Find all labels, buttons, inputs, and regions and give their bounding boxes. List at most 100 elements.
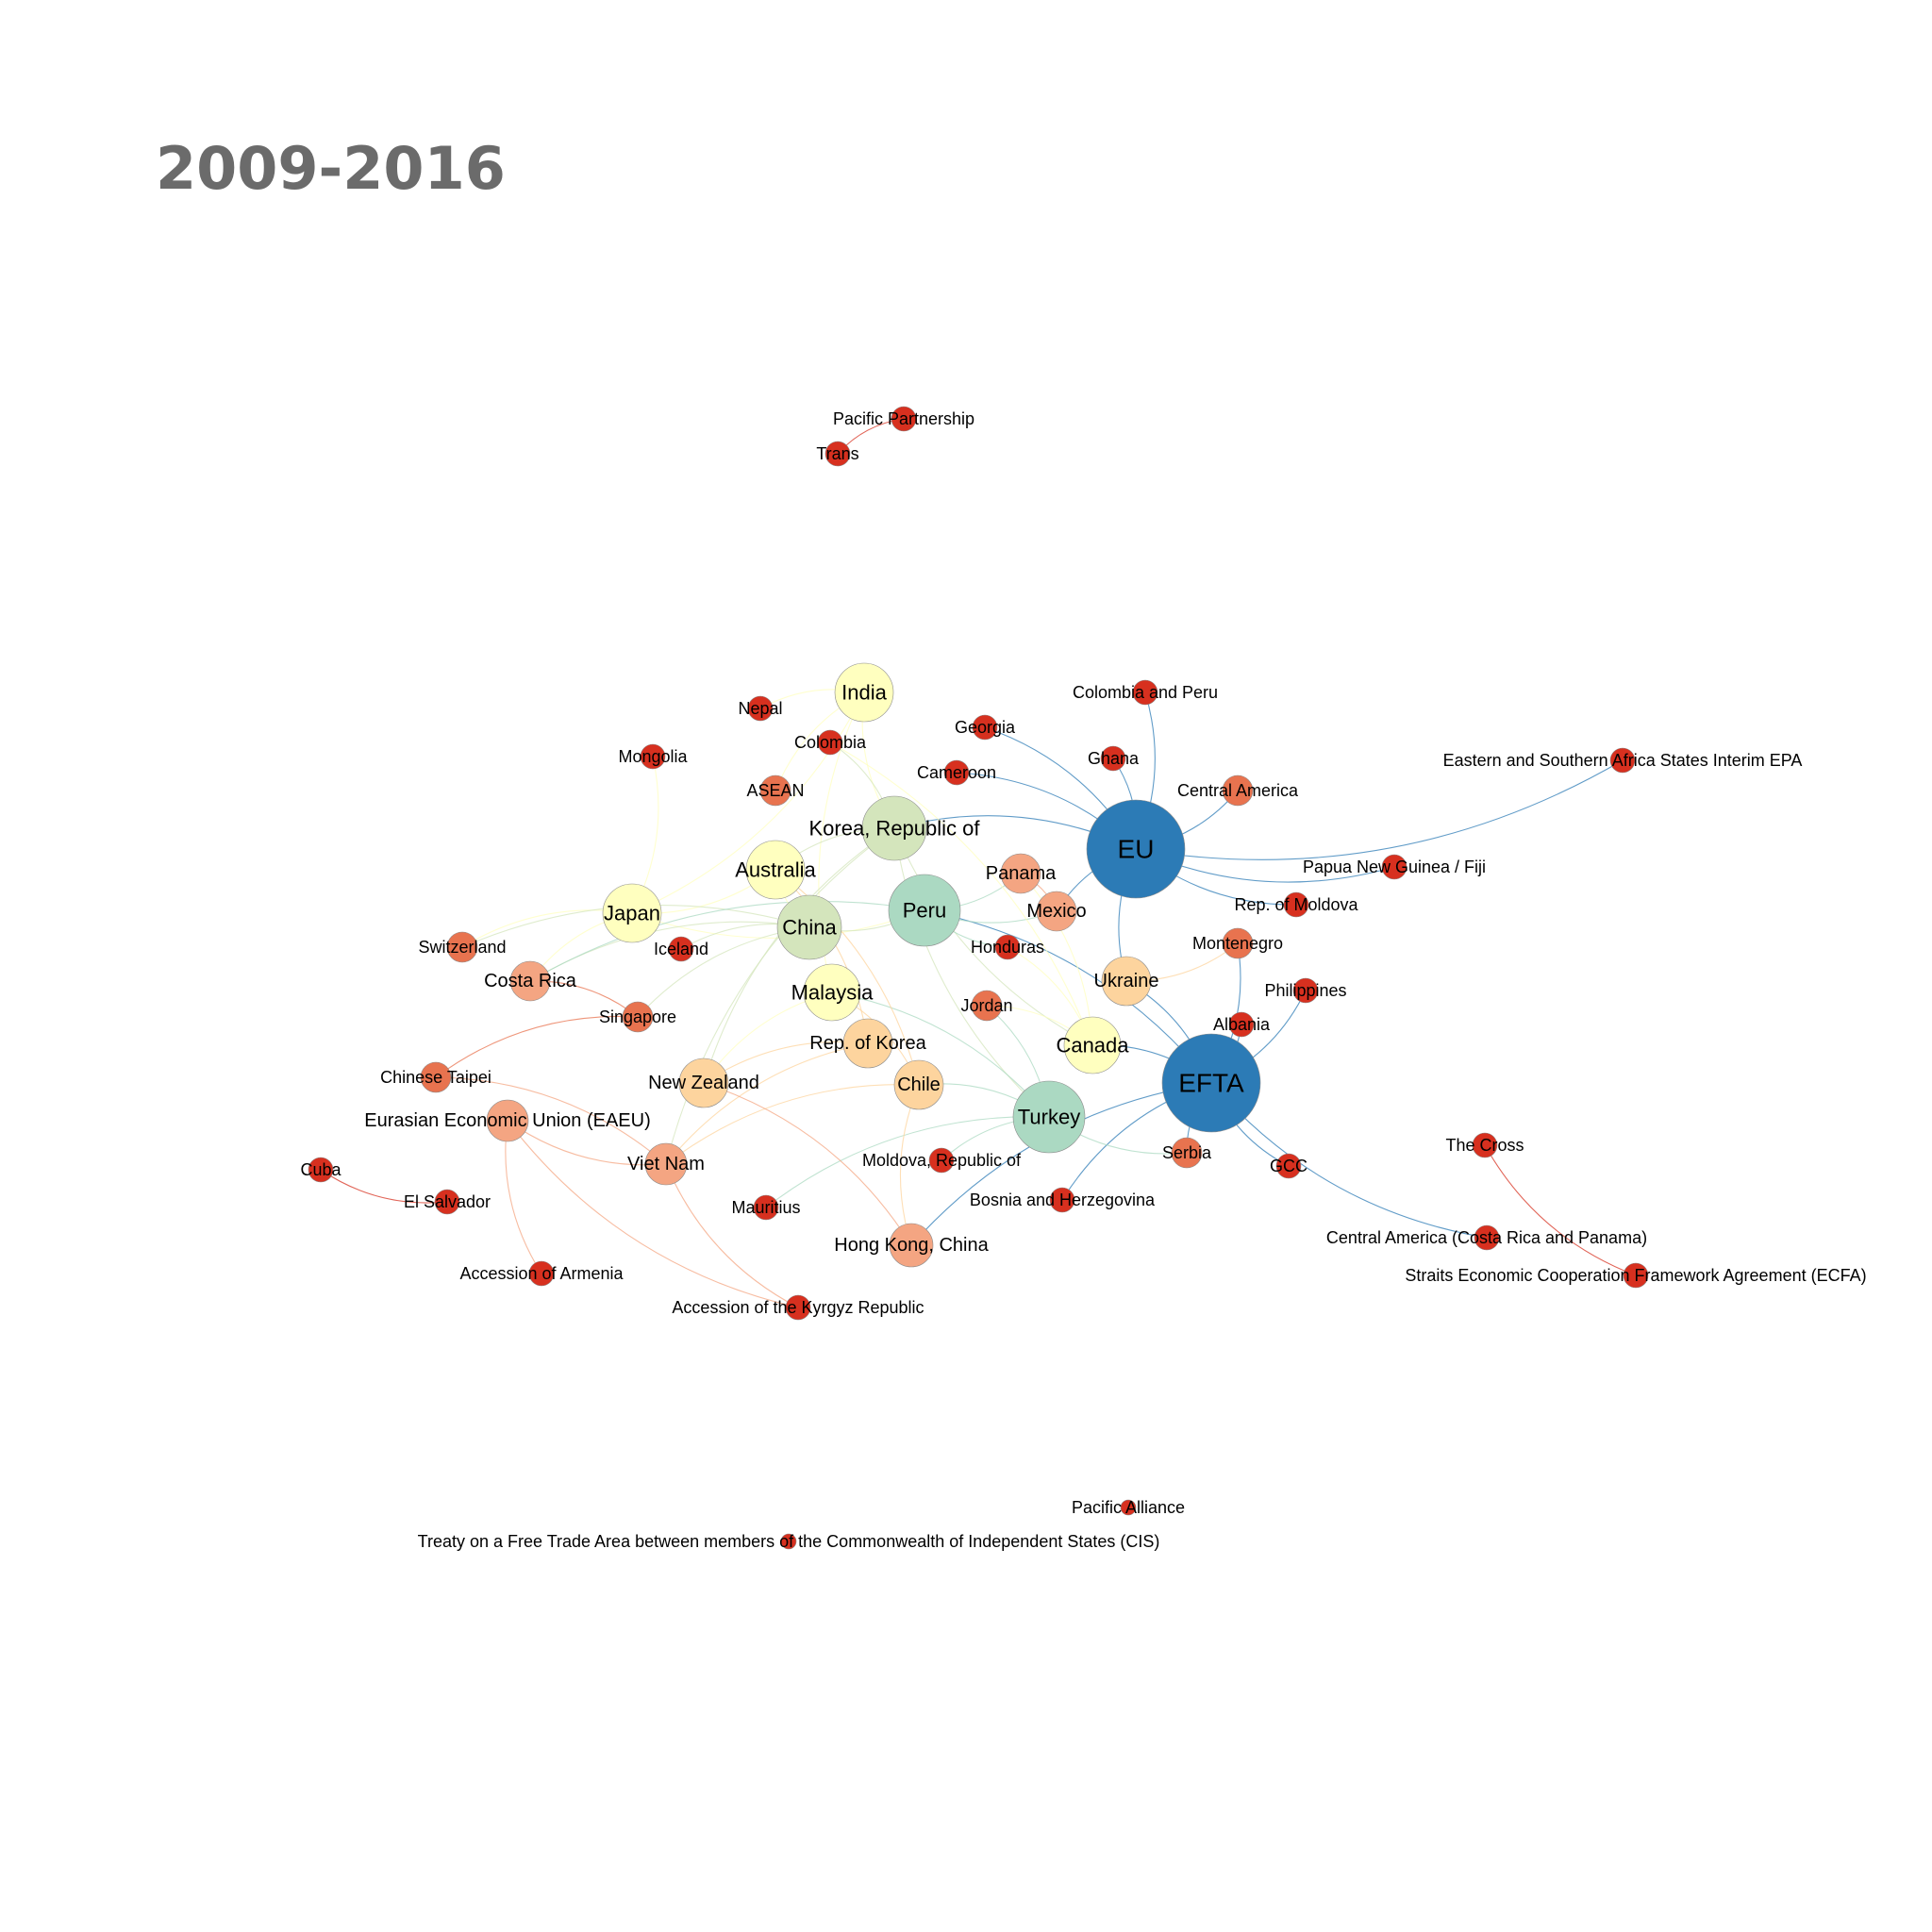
node-label-australia: Australia <box>735 858 816 882</box>
node-chile: Chile <box>893 1059 944 1110</box>
node-circle-chile <box>893 1059 944 1110</box>
node-circle-chinese_taipei <box>420 1061 452 1093</box>
node-label-switzerland: Switzerland <box>418 938 506 957</box>
node-mexico: Mexico <box>1026 891 1087 932</box>
node-trans: Trans <box>816 441 859 467</box>
node-circle-viet_nam <box>644 1142 688 1186</box>
node-colombia_peru: Colombia and Peru <box>1073 679 1218 706</box>
node-cis_treaty: Treaty on a Free Trade Area between memb… <box>418 1532 1160 1551</box>
node-circle-trans <box>824 441 851 467</box>
node-georgia: Georgia <box>955 714 1016 741</box>
edge-singapore-chinese_taipei <box>435 1015 639 1078</box>
edge-eaeu-armenia <box>505 1120 542 1274</box>
node-label-bosnia: Bosnia and Herzegovina <box>970 1191 1156 1209</box>
node-circle-costa_rica <box>509 960 551 1002</box>
node-circle-australia <box>745 840 806 900</box>
node-new_zealand: New Zealand <box>648 1058 759 1108</box>
node-circle-korea_rep_of <box>861 795 927 861</box>
node-label-kyrgyz: Accession of the Kyrgyz Republic <box>672 1298 924 1317</box>
node-circle-pacific_partnership <box>891 406 917 432</box>
node-gcc: GCC <box>1270 1153 1307 1179</box>
edge-turkey-mauritius <box>765 1116 1050 1208</box>
node-asean: ASEAN <box>746 774 805 807</box>
node-circle-central_america <box>1222 774 1254 807</box>
node-label-new_zealand: New Zealand <box>648 1073 759 1093</box>
node-circle-new_zealand <box>678 1058 729 1108</box>
node-philippines: Philippines <box>1264 977 1347 1004</box>
node-circle-png_fiji <box>1381 854 1407 880</box>
node-circle-japan <box>602 883 662 943</box>
node-pacific_partnership: Pacific Partnership <box>833 406 974 432</box>
edge-chile-viet_nam <box>665 1084 920 1165</box>
node-mauritius: Mauritius <box>731 1194 801 1221</box>
node-cuba: Cuba <box>300 1157 342 1183</box>
node-circle-panama <box>1000 853 1041 894</box>
edge-canada-colombia <box>829 741 1093 1046</box>
node-label-serbia: Serbia <box>1162 1143 1212 1162</box>
edge-chile-australia <box>774 869 920 1086</box>
node-albania: Albania <box>1213 1011 1271 1038</box>
node-label-jordan: Jordan <box>960 996 1012 1015</box>
node-circle-the_cross <box>1472 1132 1498 1158</box>
node-label-canada: Canada <box>1056 1034 1129 1058</box>
node-hong_kong: Hong Kong, China <box>834 1223 990 1268</box>
edge-japan-peru <box>631 909 925 939</box>
node-circle-peru <box>888 874 961 947</box>
node-label-el_salvador: El Salvador <box>404 1192 491 1211</box>
node-label-montenegro: Montenegro <box>1192 934 1283 953</box>
node-circle-efta <box>1161 1033 1261 1133</box>
node-label-china: China <box>782 916 837 940</box>
edge-viet_nam-kyrgyz <box>665 1163 799 1308</box>
node-circle-rep_of_moldova <box>1283 891 1309 918</box>
node-circle-turkey <box>1012 1080 1086 1154</box>
node-circle-honduras <box>994 934 1021 960</box>
node-rep_of_moldova: Rep. of Moldova <box>1234 891 1359 918</box>
node-label-singapore: Singapore <box>599 1008 676 1026</box>
node-circle-pacific_alliance <box>1120 1499 1137 1516</box>
node-circle-albania <box>1228 1011 1255 1038</box>
node-armenia: Accession of Armenia <box>459 1260 625 1287</box>
node-mongolia: Mongolia <box>618 743 689 770</box>
edge-cuba-el_salvador <box>320 1169 448 1204</box>
node-label-chinese_taipei: Chinese Taipei <box>380 1068 491 1087</box>
node-label-honduras: Honduras <box>971 938 1044 957</box>
node-singapore: Singapore <box>599 1001 676 1033</box>
node-layer: EU EFTA Peru Turkey Korea, Republic of China I… <box>300 406 1867 1551</box>
node-honduras: Honduras <box>971 934 1044 960</box>
node-montenegro: Montenegro <box>1192 927 1283 959</box>
node-circle-colombia <box>817 729 843 756</box>
node-iceland: Iceland <box>654 936 708 962</box>
edge-the_cross-ecfa <box>1484 1144 1637 1276</box>
node-circle-mexico <box>1036 891 1077 932</box>
node-label-png_fiji: Papua New Guinea / Fiji <box>1303 858 1486 876</box>
node-label-ukraine: Ukraine <box>1094 971 1159 991</box>
node-label-pacific_alliance: Pacific Alliance <box>1072 1498 1185 1517</box>
node-label-mongolia: Mongolia <box>618 747 688 766</box>
node-china: China <box>776 894 842 960</box>
node-circle-bosnia <box>1049 1187 1075 1213</box>
node-label-esa_epa: Eastern and Southern Africa States Inter… <box>1443 751 1803 770</box>
node-cameroon: Cameroon <box>917 759 996 786</box>
edge-hong_kong-new_zealand <box>703 1082 912 1246</box>
node-pacific_alliance: Pacific Alliance <box>1072 1498 1185 1517</box>
node-circle-philippines <box>1292 977 1319 1004</box>
node-circle-nepal <box>747 695 774 722</box>
node-circle-china <box>776 894 842 960</box>
node-label-albania: Albania <box>1213 1015 1271 1034</box>
node-label-hong_kong: Hong Kong, China <box>834 1235 989 1256</box>
edge-viet_nam-chinese_taipei <box>435 1076 667 1165</box>
edge-eaeu-kyrgyz <box>507 1120 799 1308</box>
node-png_fiji: Papua New Guinea / Fiji <box>1303 854 1486 880</box>
edge-korea_rep_of-turkey <box>893 827 1050 1118</box>
node-circle-montenegro <box>1222 927 1254 959</box>
node-circle-mongolia <box>640 743 666 770</box>
node-viet_nam: Viet Nam <box>627 1142 705 1186</box>
node-label-pacific_partnership: Pacific Partnership <box>833 409 974 428</box>
node-label-chile: Chile <box>897 1074 941 1095</box>
node-label-ecfa: Straits Economic Cooperation Framework A… <box>1405 1266 1866 1285</box>
node-circle-colombia_peru <box>1132 679 1158 706</box>
node-moldova_rep_of: Moldova, Republic of <box>862 1147 1022 1174</box>
node-label-eu: EU <box>1118 835 1155 864</box>
node-circle-ca_cr_panama <box>1474 1224 1500 1251</box>
